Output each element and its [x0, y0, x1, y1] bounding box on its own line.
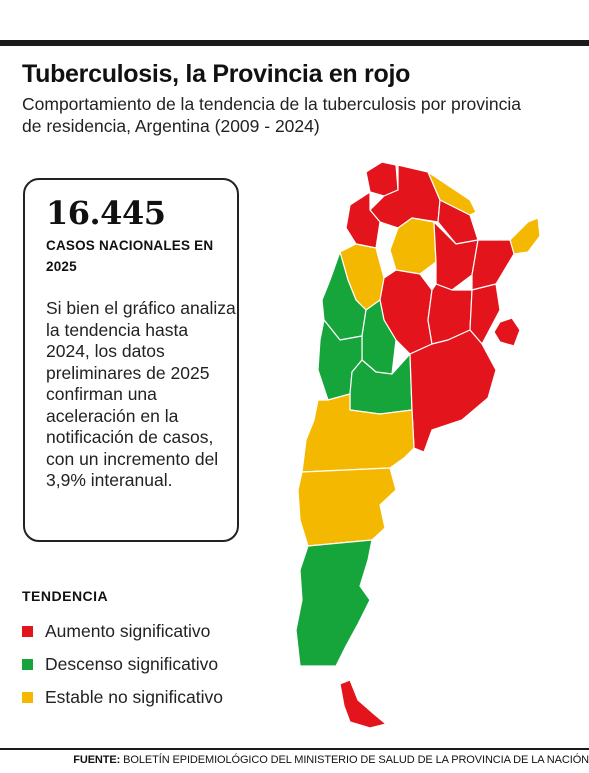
source-note: FUENTE: BOLETÍN EPIDEMIOLÓGICO DEL MINIS… — [0, 754, 589, 766]
province-tucuman — [389, 217, 437, 275]
page-subtitle: Comportamiento de la tendencia de la tub… — [22, 94, 522, 136]
stat-number: 16.445 — [46, 194, 166, 232]
province-chaco — [433, 221, 479, 291]
legend-item-aumento: Aumento significativo — [22, 620, 210, 642]
stat-box: 16.445 CASOS NACIONALES EN 2025 Si bien … — [23, 178, 239, 542]
province-chubut — [297, 467, 397, 547]
source-label: FUENTE: — [73, 754, 121, 766]
province-tierra-del-fuego — [339, 679, 387, 729]
top-rule — [0, 40, 589, 46]
province-formosa-east — [427, 171, 477, 216]
legend-item-estable: Estable no significativo — [22, 686, 223, 708]
province-region-east — [493, 317, 521, 347]
islas-malvinas — [439, 647, 489, 669]
legend-title: TENDENCIA — [22, 588, 109, 604]
argentina-map — [295, 161, 541, 729]
page-title: Tuberculosis, la Provincia en rojo — [22, 60, 411, 88]
stat-caption: CASOS NACIONALES EN 2025 — [46, 238, 214, 274]
bottom-rule — [0, 748, 589, 750]
province-jujuy — [365, 161, 399, 197]
legend-label: Estable no significativo — [45, 686, 224, 707]
legend-item-descenso: Descenso significativo — [22, 653, 218, 675]
legend-swatch-yellow — [22, 691, 33, 703]
source-text: BOLETÍN EPIDEMIOLÓGICO DEL MINISTERIO DE… — [123, 754, 589, 766]
province-entre-rios — [469, 283, 501, 345]
legend-label: Descenso significativo — [45, 653, 219, 674]
stat-text: Si bien el gráfico analiza la tendencia … — [46, 298, 236, 490]
province-buenos-aires — [409, 329, 497, 453]
province-misiones — [509, 217, 541, 255]
province-santa-cruz — [295, 539, 373, 667]
province-catamarca-north — [345, 191, 381, 249]
province-neuquen-rio-negro — [301, 393, 415, 473]
province-corrientes — [471, 239, 515, 291]
legend-swatch-red — [22, 625, 33, 637]
legend-label: Aumento significativo — [45, 620, 211, 641]
legend-swatch-green — [22, 658, 33, 670]
